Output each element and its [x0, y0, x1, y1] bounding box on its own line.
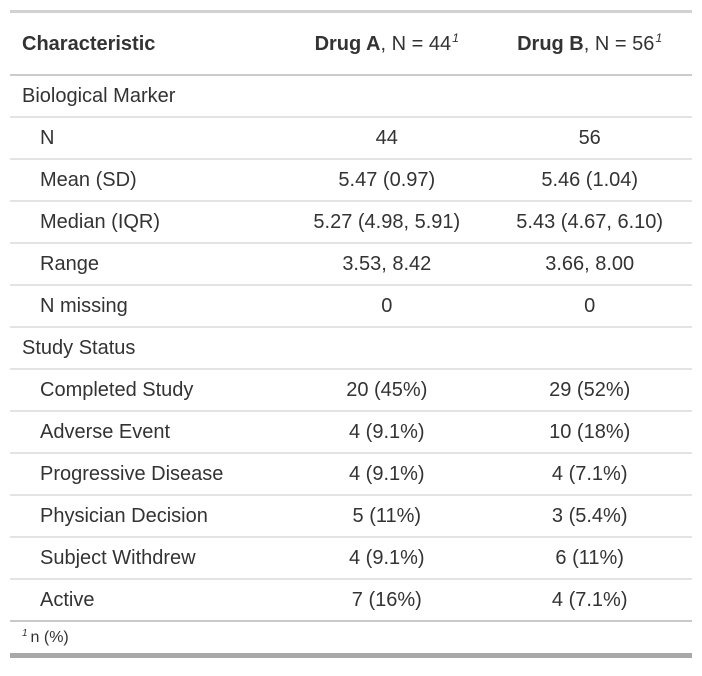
value-cell: 0: [487, 285, 692, 328]
drug-a-name: Drug A: [314, 33, 381, 55]
column-header-drug-b: Drug B, N = 561: [487, 11, 692, 76]
value-cell: [286, 75, 488, 118]
row-label: Physician Decision: [10, 495, 287, 538]
value-cell: 5.43 (4.67, 6.10): [487, 201, 692, 244]
table-row: Median (IQR) 5.27 (4.98, 5.91) 5.43 (4.6…: [10, 201, 692, 244]
value-cell: 5.46 (1.04): [487, 159, 692, 202]
row-label: Study Status: [10, 327, 287, 370]
row-label: Completed Study: [10, 369, 287, 412]
row-label: N: [10, 117, 287, 160]
group-row: Study Status: [10, 327, 692, 370]
table-row: Physician Decision 5 (11%) 3 (5.4%): [10, 495, 692, 538]
value-cell: 7 (16%): [286, 579, 488, 622]
value-cell: 3.53, 8.42: [286, 243, 488, 286]
value-cell: 10 (18%): [487, 411, 692, 454]
footnote-mark: 1: [655, 31, 663, 46]
value-cell: 5 (11%): [286, 495, 488, 538]
value-cell: 5.27 (4.98, 5.91): [286, 201, 488, 244]
column-header-drug-a: Drug A, N = 441: [286, 11, 488, 76]
value-cell: 5.47 (0.97): [286, 159, 488, 202]
value-cell: 6 (11%): [487, 537, 692, 580]
column-header-characteristic: Characteristic: [10, 11, 287, 76]
table-row: Progressive Disease 4 (9.1%) 4 (7.1%): [10, 453, 692, 496]
value-cell: 29 (52%): [487, 369, 692, 412]
table-body: Biological Marker N 44 56 Mean (SD) 5.47…: [10, 75, 692, 622]
table-row: Completed Study 20 (45%) 29 (52%): [10, 369, 692, 412]
row-label: Mean (SD): [10, 159, 287, 202]
value-cell: 3 (5.4%): [487, 495, 692, 538]
summary-table: Characteristic Drug A, N = 441 Drug B, N…: [10, 10, 692, 658]
value-cell: 4 (9.1%): [286, 453, 488, 496]
table-row: Adverse Event 4 (9.1%) 10 (18%): [10, 411, 692, 454]
row-label: Progressive Disease: [10, 453, 287, 496]
footnote-text: n (%): [30, 629, 69, 646]
value-cell: 44: [286, 117, 488, 160]
value-cell: [487, 327, 692, 370]
table-row: Subject Withdrew 4 (9.1%) 6 (11%): [10, 537, 692, 580]
row-label: Subject Withdrew: [10, 537, 287, 580]
footnote-mark: 1: [22, 627, 28, 639]
table-row: Active 7 (16%) 4 (7.1%): [10, 579, 692, 622]
drug-b-name: Drug B: [517, 33, 584, 55]
value-cell: 0: [286, 285, 488, 328]
value-cell: 4 (7.1%): [487, 453, 692, 496]
value-cell: 3.66, 8.00: [487, 243, 692, 286]
footnote-mark: 1: [452, 31, 460, 46]
table-header: Characteristic Drug A, N = 441 Drug B, N…: [10, 11, 692, 76]
row-label: Biological Marker: [10, 75, 287, 118]
value-cell: [487, 75, 692, 118]
value-cell: 4 (7.1%): [487, 579, 692, 622]
drug-b-n: , N = 56: [583, 33, 655, 55]
value-cell: 56: [487, 117, 692, 160]
header-row: Characteristic Drug A, N = 441 Drug B, N…: [10, 11, 692, 76]
value-cell: 4 (9.1%): [286, 537, 488, 580]
value-cell: [286, 327, 488, 370]
table-row: Mean (SD) 5.47 (0.97) 5.46 (1.04): [10, 159, 692, 202]
group-row: Biological Marker: [10, 75, 692, 118]
value-cell: 4 (9.1%): [286, 411, 488, 454]
row-label: Active: [10, 579, 287, 622]
drug-a-n: , N = 44: [380, 33, 452, 55]
table-row: Range 3.53, 8.42 3.66, 8.00: [10, 243, 692, 286]
row-label: N missing: [10, 285, 287, 328]
row-label: Median (IQR): [10, 201, 287, 244]
row-label: Adverse Event: [10, 411, 287, 454]
table-row: N missing 0 0: [10, 285, 692, 328]
table-row: N 44 56: [10, 117, 692, 160]
row-label: Range: [10, 243, 287, 286]
value-cell: 20 (45%): [286, 369, 488, 412]
